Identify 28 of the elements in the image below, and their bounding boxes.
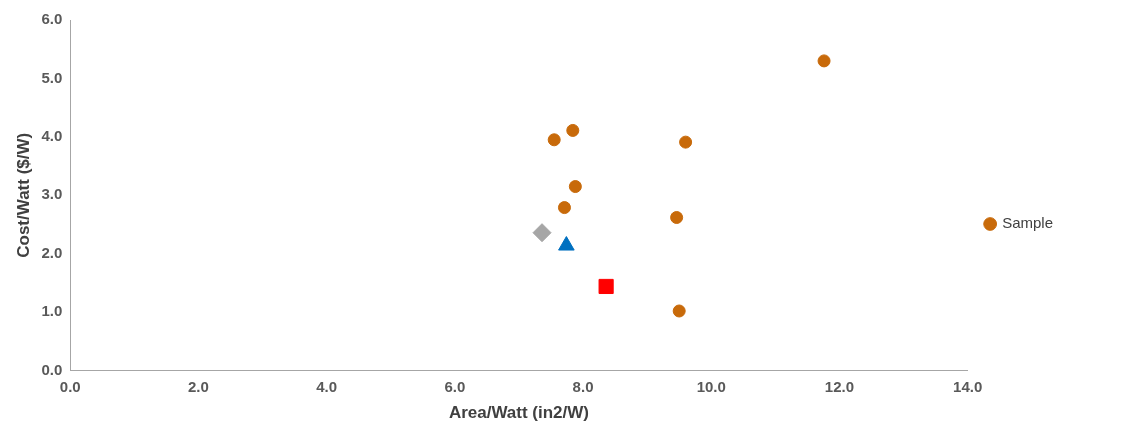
point bbox=[557, 201, 571, 215]
x-tick-label: 4.0 bbox=[316, 377, 338, 395]
point bbox=[532, 223, 552, 243]
y-tick-label: 5.0 bbox=[41, 68, 63, 86]
point bbox=[568, 180, 582, 194]
y-tick-label: 4.0 bbox=[41, 127, 63, 145]
y-tick-label: 6.0 bbox=[41, 10, 63, 28]
point bbox=[679, 135, 693, 149]
x-tick-label: 10.0 bbox=[696, 377, 726, 395]
y-tick-label: 0.0 bbox=[41, 360, 63, 378]
x-axis-title: Area/Watt (in2/W) bbox=[448, 403, 589, 423]
point bbox=[670, 211, 684, 225]
legend-label: Sample bbox=[1002, 214, 1053, 232]
x-tick-label: 6.0 bbox=[444, 377, 466, 395]
y-tick-label: 3.0 bbox=[41, 185, 63, 203]
point bbox=[547, 133, 561, 147]
x-tick-label: 0.0 bbox=[59, 377, 81, 395]
y-tick-label: 1.0 bbox=[41, 302, 63, 320]
x-tick-label: 8.0 bbox=[572, 377, 594, 395]
point bbox=[598, 278, 614, 295]
point bbox=[672, 304, 686, 318]
point bbox=[566, 123, 580, 137]
x-tick-label: 2.0 bbox=[188, 377, 209, 395]
x-tick-label: 14.0 bbox=[953, 377, 983, 395]
point bbox=[817, 54, 831, 68]
x-tick-label: 12.0 bbox=[824, 377, 855, 395]
y-tick-label: 2.0 bbox=[41, 243, 63, 261]
y-axis-title: Cost/Watt ($/W) bbox=[13, 132, 33, 258]
